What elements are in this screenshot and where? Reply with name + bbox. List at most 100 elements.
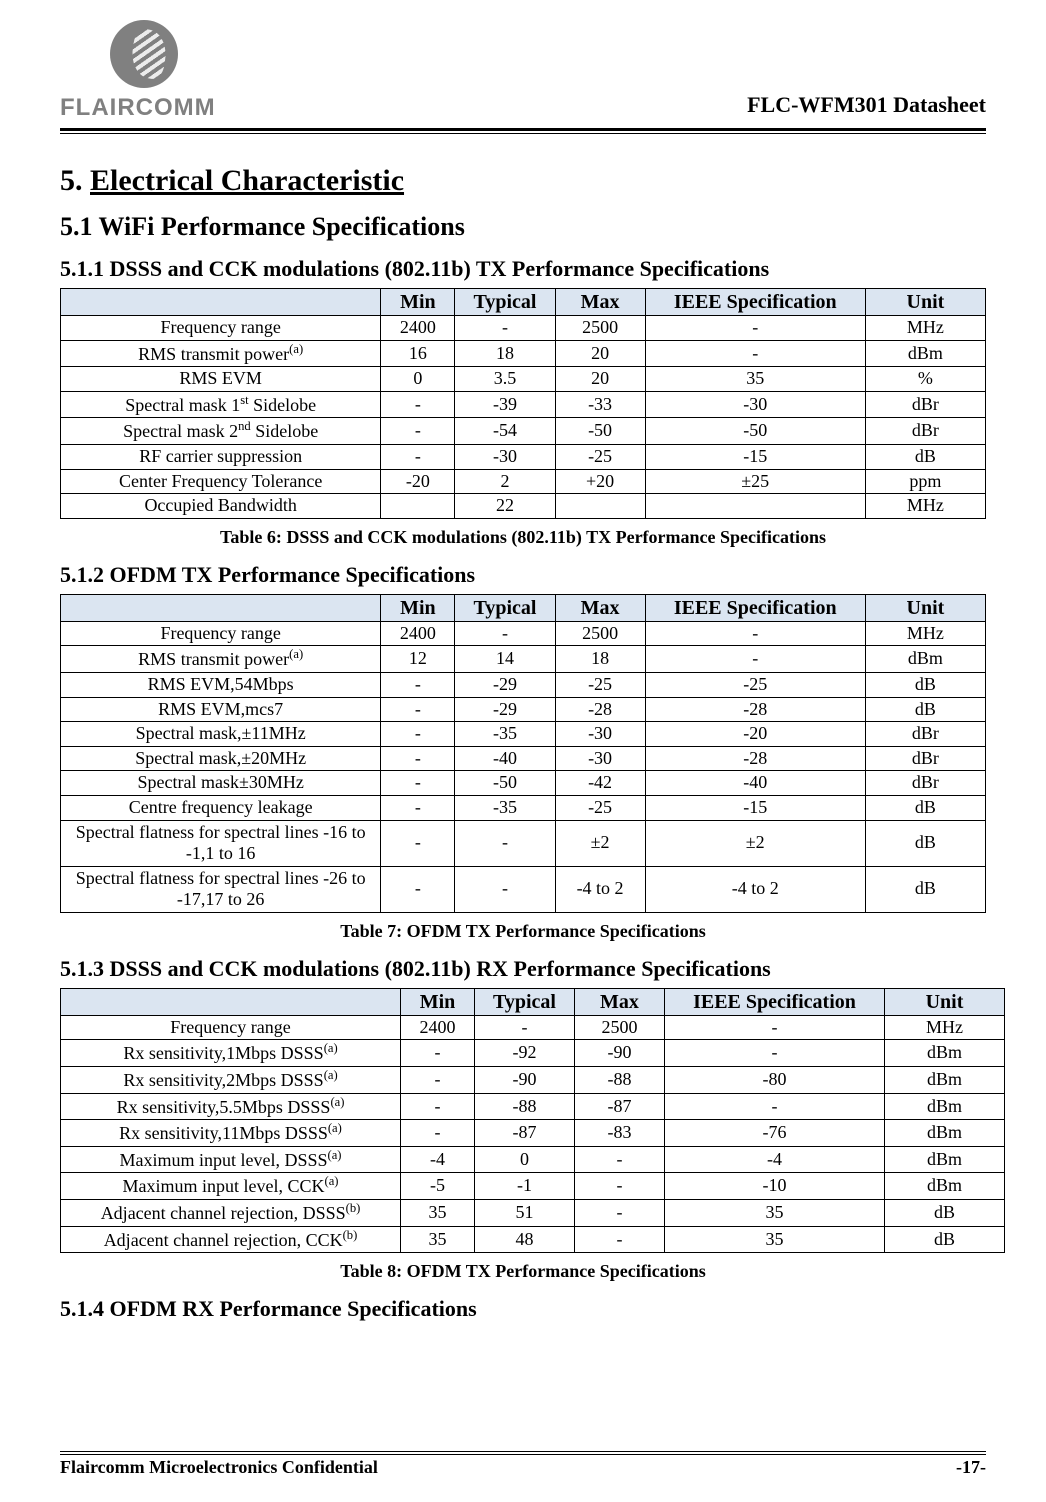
cell-typical: -88: [475, 1093, 575, 1120]
cell-max: 20: [555, 340, 645, 367]
col-unit: Unit: [865, 289, 985, 316]
cell-typical: -90: [475, 1067, 575, 1094]
subsub-title: OFDM RX Performance Specifications: [110, 1296, 477, 1321]
cell-min: -: [401, 1067, 475, 1094]
col-max: Max: [575, 988, 665, 1015]
cell-param: Rx sensitivity,5.5Mbps DSSS(a): [61, 1093, 401, 1120]
col-typical: Typical: [455, 289, 555, 316]
cell-unit: dBm: [885, 1146, 1005, 1173]
cell-typical: 3.5: [455, 367, 555, 392]
cell-typical: -: [455, 820, 555, 866]
cell-ieee: -28: [645, 746, 865, 771]
cell-typical: -40: [455, 746, 555, 771]
page: FLAIRCOMM FLC-WFM301 Datasheet 5. Electr…: [0, 0, 1046, 1502]
col-typical: Typical: [475, 988, 575, 1015]
table-row: Frequency range2400-2500-MHz: [61, 621, 986, 646]
cell-typical: -35: [455, 722, 555, 747]
cell-param: Adjacent channel rejection, DSSS(b): [61, 1200, 401, 1227]
cell-max: 2500: [575, 1015, 665, 1040]
col-unit: Unit: [885, 988, 1005, 1015]
cell-min: 2400: [381, 316, 455, 341]
cell-ieee: ±2: [645, 820, 865, 866]
table-row: Spectral mask,±11MHz--35-30-20dBr: [61, 722, 986, 747]
cell-param: Rx sensitivity,1Mbps DSSS(a): [61, 1040, 401, 1067]
cell-param: Adjacent channel rejection, CCK(b): [61, 1226, 401, 1253]
cell-ieee: -: [665, 1015, 885, 1040]
cell-param: Rx sensitivity,11Mbps DSSS(a): [61, 1120, 401, 1147]
table-row: RMS EVM,54Mbps--29-25-25dB: [61, 672, 986, 697]
cell-max: 20: [555, 367, 645, 392]
table-row: Frequency range2400-2500-MHz: [61, 1015, 1005, 1040]
table-1-head: Min Typical Max IEEE Specification Unit: [61, 289, 986, 316]
cell-typical: -29: [455, 697, 555, 722]
cell-max: +20: [555, 469, 645, 494]
subsub-title: DSSS and CCK modulations (802.11b) RX Pe…: [110, 956, 771, 981]
col-typical: Typical: [455, 594, 555, 621]
col-ieee: IEEE Specification: [665, 988, 885, 1015]
cell-min: -: [381, 722, 455, 747]
cell-ieee: -30: [645, 391, 865, 418]
cell-max: -30: [555, 746, 645, 771]
cell-ieee: -40: [645, 771, 865, 796]
cell-max: ±2: [555, 820, 645, 866]
cell-unit: dBm: [885, 1173, 1005, 1200]
subsubsection-heading-4: 5.1.4 OFDM RX Performance Specifications: [60, 1296, 986, 1322]
col-param: [61, 594, 381, 621]
cell-ieee: 35: [645, 367, 865, 392]
table-row: Maximum input level, CCK(a)-5-1--10dBm: [61, 1173, 1005, 1200]
table-row: Rx sensitivity,11Mbps DSSS(a)--87-83-76d…: [61, 1120, 1005, 1147]
subsub-number: 5.1.3: [60, 956, 104, 981]
cell-param: Frequency range: [61, 1015, 401, 1040]
section-heading: 5. Electrical Characteristic: [60, 164, 986, 198]
table-3-head: Min Typical Max IEEE Specification Unit: [61, 988, 1005, 1015]
cell-param: Spectral mask 2nd Sidelobe: [61, 418, 381, 445]
cell-param: Frequency range: [61, 621, 381, 646]
cell-ieee: -: [645, 340, 865, 367]
table-row: Centre frequency leakage--35-25-15dB: [61, 795, 986, 820]
col-param: [61, 289, 381, 316]
table-row: RMS transmit power(a)161820-dBm: [61, 340, 986, 367]
cell-typical: 22: [455, 494, 555, 519]
section-title: Electrical Characteristic: [90, 164, 404, 197]
cell-typical: 2: [455, 469, 555, 494]
cell-param: Maximum input level, DSSS(a): [61, 1146, 401, 1173]
subsection-number: 5.1: [60, 212, 93, 241]
cell-unit: dBm: [865, 340, 985, 367]
cell-typical: -35: [455, 795, 555, 820]
cell-param: RMS EVM,mcs7: [61, 697, 381, 722]
cell-max: -25: [555, 795, 645, 820]
cell-typical: -87: [475, 1120, 575, 1147]
cell-min: -4: [401, 1146, 475, 1173]
cell-ieee: -10: [665, 1173, 885, 1200]
cell-typical: 14: [455, 646, 555, 673]
table-row: RMS EVM03.52035%: [61, 367, 986, 392]
subsub-number: 5.1.4: [60, 1296, 104, 1321]
table-row: Frequency range2400-2500-MHz: [61, 316, 986, 341]
logo-icon: [110, 20, 178, 88]
cell-typical: 51: [475, 1200, 575, 1227]
cell-min: -: [401, 1040, 475, 1067]
cell-ieee: -: [645, 646, 865, 673]
table-2-body: Frequency range2400-2500-MHzRMS transmit…: [61, 621, 986, 912]
cell-ieee: -80: [665, 1067, 885, 1094]
cell-max: 2500: [555, 621, 645, 646]
col-min: Min: [381, 594, 455, 621]
cell-typical: -30: [455, 444, 555, 469]
cell-max: -4 to 2: [555, 866, 645, 912]
col-param: [61, 988, 401, 1015]
table-row: Spectral mask,±20MHz--40-30-28dBr: [61, 746, 986, 771]
cell-min: 35: [401, 1226, 475, 1253]
cell-unit: dB: [865, 795, 985, 820]
cell-min: -: [381, 746, 455, 771]
cell-max: -28: [555, 697, 645, 722]
cell-unit: dBm: [885, 1120, 1005, 1147]
cell-param: Maximum input level, CCK(a): [61, 1173, 401, 1200]
table-row: Rx sensitivity,1Mbps DSSS(a)--92-90-dBm: [61, 1040, 1005, 1067]
cell-ieee: -: [645, 621, 865, 646]
cell-ieee: -: [645, 316, 865, 341]
subsection-title: WiFi Performance Specifications: [99, 212, 465, 241]
col-min: Min: [381, 289, 455, 316]
cell-param: Center Frequency Tolerance: [61, 469, 381, 494]
subsub-number: 5.1.2: [60, 562, 104, 587]
cell-min: -: [381, 391, 455, 418]
